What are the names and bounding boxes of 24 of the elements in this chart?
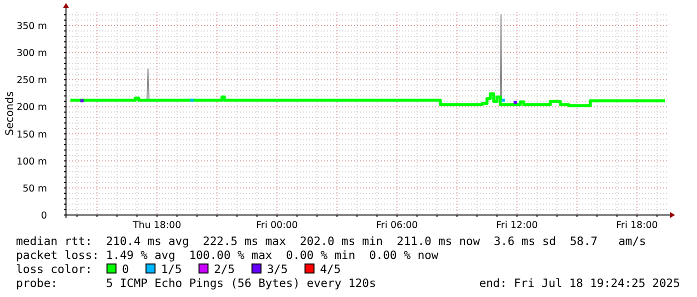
y-tick-label: 350 m <box>16 21 47 32</box>
legend-title: loss color: <box>16 262 92 276</box>
y-tick-label: 200 m <box>16 102 47 114</box>
y-tick-label: 0 <box>40 210 47 222</box>
legend-label: 0 <box>122 262 129 276</box>
text: probe: 5 ICMP Echo Pings (56 Bytes) every 120s <box>16 276 376 290</box>
y-tick-label: 150 m <box>16 129 47 140</box>
text: end: Fri Jul 18 19:24:25 2025 <box>479 276 680 290</box>
y-tick-label: 250 m <box>16 75 47 86</box>
legend-label: 4/5 <box>320 262 341 276</box>
x-tick-label: Fri 18:00 <box>616 220 658 231</box>
y-tick-label: 100 m <box>16 156 47 168</box>
x-tick-label: Fri 06:00 <box>376 220 418 231</box>
legend-label: 2/5 <box>214 262 235 276</box>
text: median rtt: 210.4 ms avg 222.5 ms max 202.0 ms min 211.0 ms now 3.6 ms sd 58.7 am/s <box>16 234 646 248</box>
legend-label: 1/5 <box>161 262 182 276</box>
x-tick-label: Fri 12:00 <box>496 220 538 231</box>
y-tick-label: 50 m <box>22 183 47 194</box>
legend-label: 3/5 <box>267 262 288 276</box>
x-tick-label: Thu 18:00 <box>132 220 182 231</box>
y-tick-label: 300 m <box>16 48 47 60</box>
x-tick-label: Fri 00:00 <box>256 220 298 231</box>
y-axis-title: Seconds <box>4 91 16 136</box>
text: packet loss: 1.49 % avg 100.00 % max 0.00 % min 0.00 % now <box>16 248 438 262</box>
